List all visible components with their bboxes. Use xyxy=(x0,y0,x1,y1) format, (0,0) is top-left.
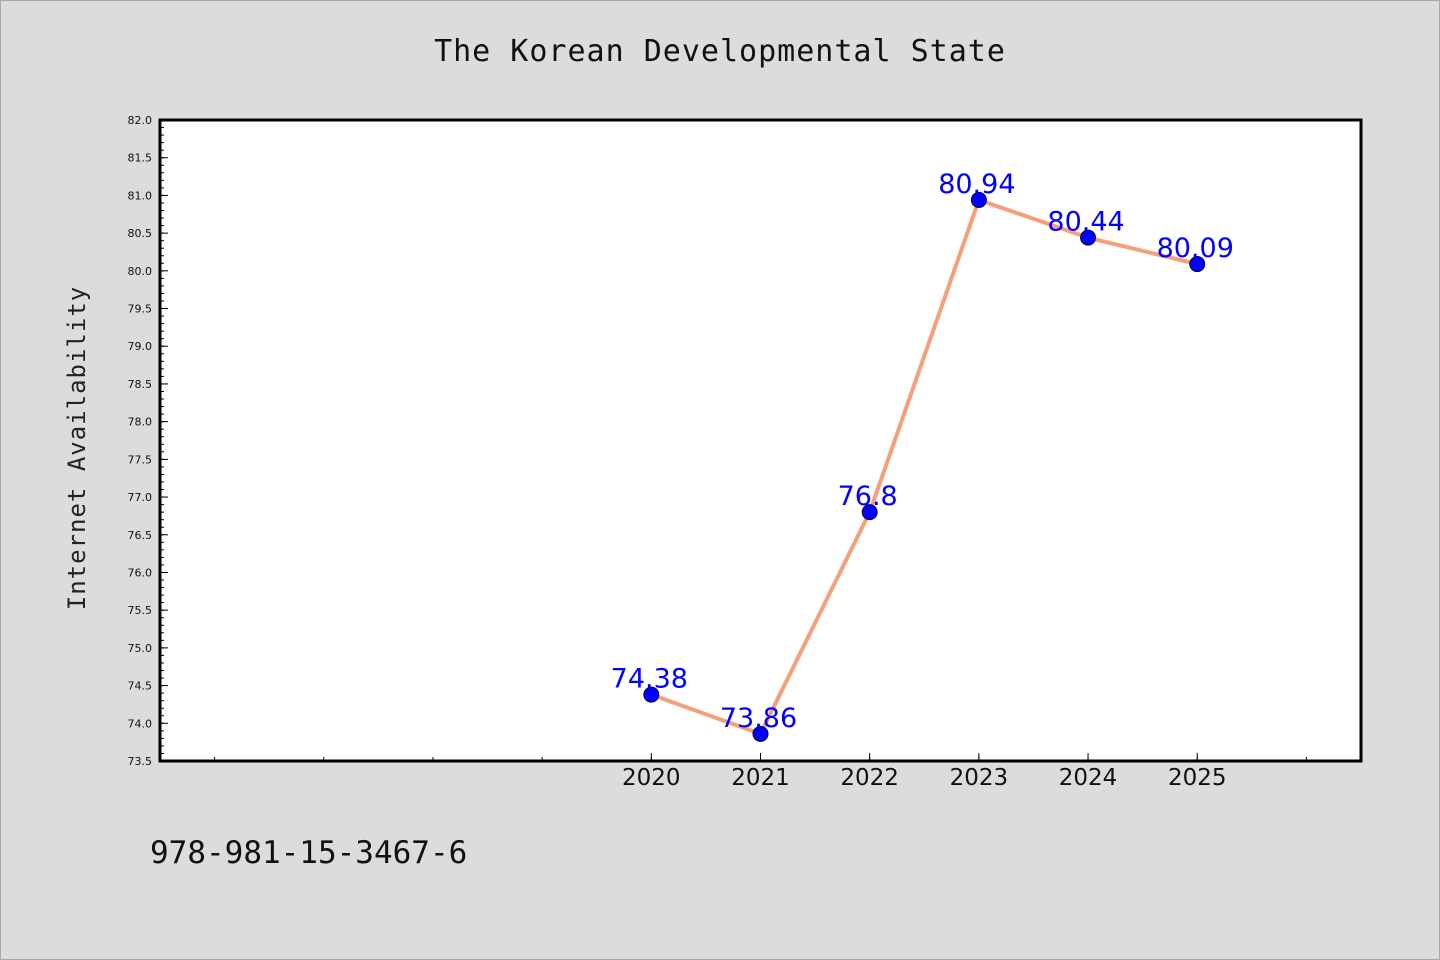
data-point xyxy=(1080,229,1097,246)
y-tick-label: 75.5 xyxy=(128,604,153,617)
x-tick-label: 2023 xyxy=(950,765,1009,791)
y-tick-label: 74.5 xyxy=(128,680,153,693)
x-tick-label: 2024 xyxy=(1059,765,1118,791)
x-tick-label: 2020 xyxy=(622,765,681,791)
data-point xyxy=(643,686,660,703)
y-tick-label: 81.0 xyxy=(128,189,153,202)
data-label: 76.8 xyxy=(838,481,898,512)
data-point xyxy=(1189,256,1206,273)
y-tick-label: 76.5 xyxy=(128,529,153,542)
y-tick-label: 78.0 xyxy=(128,416,153,429)
isbn-code: 978-981-15-3467-6 xyxy=(150,835,468,871)
y-tick-label: 79.0 xyxy=(128,340,153,353)
y-tick-label: 81.5 xyxy=(128,152,153,165)
y-tick-label: 79.5 xyxy=(128,303,153,316)
plot-area xyxy=(160,120,1361,761)
y-tick-label: 76.0 xyxy=(128,566,153,579)
y-tick-label: 77.5 xyxy=(128,453,153,466)
data-label: 80.09 xyxy=(1157,233,1234,264)
data-point xyxy=(752,725,769,742)
plot-border xyxy=(158,118,1363,763)
y-tick-label: 73.5 xyxy=(128,755,153,768)
y-tick-label: 77.0 xyxy=(128,491,153,504)
data-points xyxy=(643,191,1206,742)
y-tick-label: 80.5 xyxy=(128,227,153,240)
y-tick-label: 74.0 xyxy=(128,717,153,730)
y-tick-label: 80.0 xyxy=(128,265,153,278)
series-layer xyxy=(649,197,1200,736)
data-label: 80.44 xyxy=(1047,207,1124,238)
y-tick-label: 75.0 xyxy=(128,642,153,655)
series-line xyxy=(649,197,1200,736)
y-tick-label: 82.0 xyxy=(128,114,153,127)
data-labels: 74.38 73.86 76.8 80.94 80.44 80.09 xyxy=(611,169,1234,734)
data-label: 80.94 xyxy=(938,169,1015,200)
x-tick-label: 2022 xyxy=(840,765,899,791)
y-tick-label: 78.5 xyxy=(128,378,153,391)
data-point xyxy=(861,504,878,521)
data-point xyxy=(970,191,987,208)
chart-title: The Korean Developmental State xyxy=(434,34,1006,69)
data-label: 73.86 xyxy=(720,703,797,734)
data-label: 74.38 xyxy=(611,664,688,695)
x-tick-label: 2025 xyxy=(1168,765,1227,791)
x-tick-label: 2021 xyxy=(731,765,790,791)
